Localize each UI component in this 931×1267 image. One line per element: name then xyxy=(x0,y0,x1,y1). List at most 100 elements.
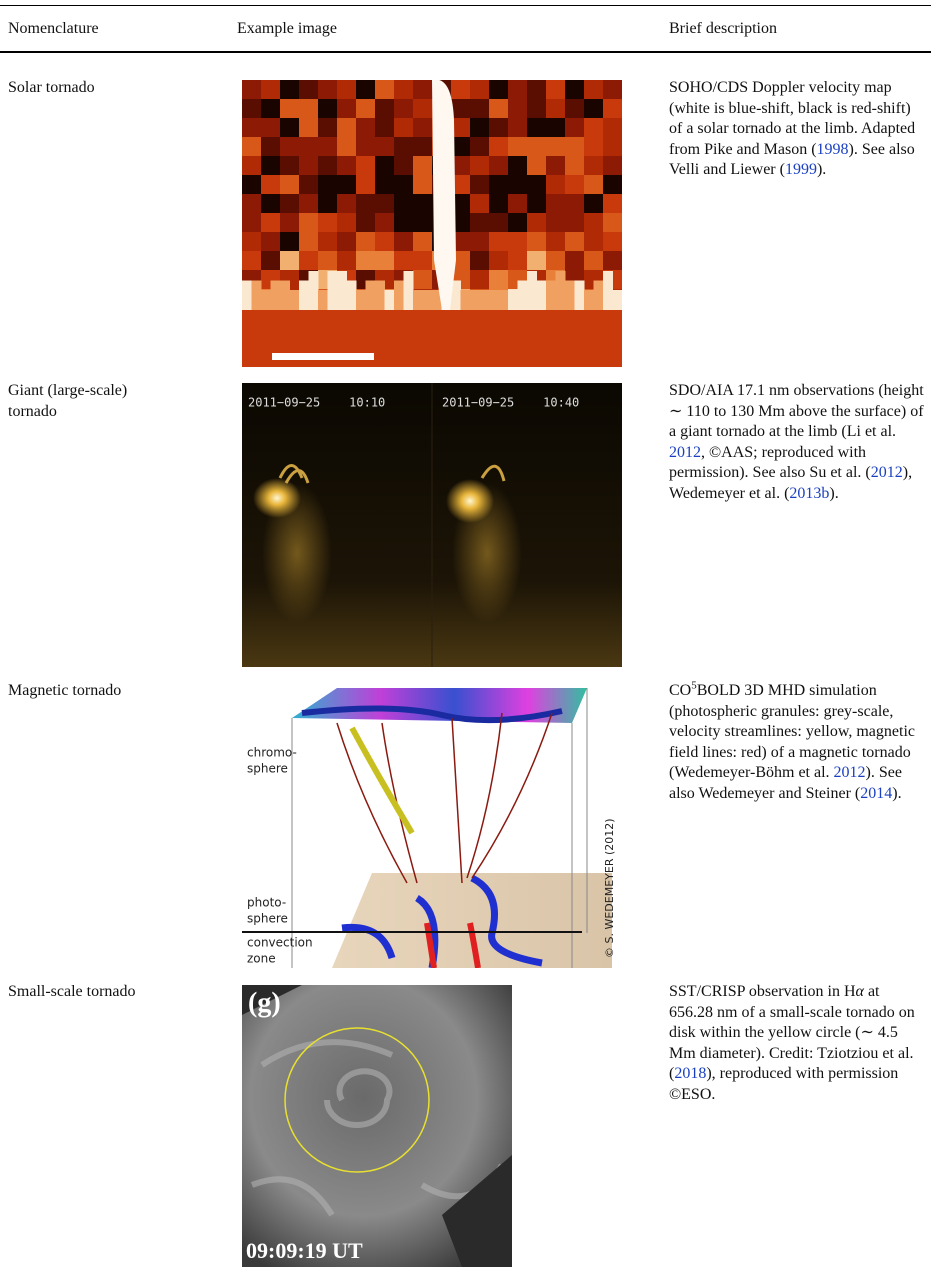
pixel xyxy=(242,251,262,271)
pixel xyxy=(242,194,262,214)
pixel xyxy=(546,156,566,176)
loops xyxy=(278,464,310,484)
pixel xyxy=(546,194,566,214)
pixel xyxy=(508,137,528,157)
text: BOLD 3D MHD simulation (photospheric gra… xyxy=(669,682,915,781)
limb-pixel xyxy=(565,280,575,310)
pixel xyxy=(242,156,262,176)
pixel xyxy=(375,99,395,119)
pixel xyxy=(375,80,395,100)
citation-link: 2012 xyxy=(870,464,903,481)
header: Brief description xyxy=(669,20,777,37)
pixel xyxy=(451,118,471,138)
limb-pixel xyxy=(299,280,309,310)
pixel xyxy=(489,137,509,157)
pixel xyxy=(508,194,528,214)
pixel xyxy=(299,80,319,100)
pixel xyxy=(470,80,490,100)
pixel xyxy=(375,118,395,138)
pixel xyxy=(527,118,547,138)
pixel xyxy=(299,156,319,176)
pixel xyxy=(337,213,357,233)
pixel xyxy=(375,194,395,214)
pixel xyxy=(565,80,585,100)
fibril xyxy=(250,1176,335,1217)
pixel xyxy=(546,213,566,233)
pixel xyxy=(356,80,376,100)
text: SDO/AIA 17.1 nm observations (height ∼ 1… xyxy=(669,382,924,440)
flow xyxy=(301,705,563,724)
citation-link: 2012 xyxy=(669,443,701,461)
pixel xyxy=(356,118,376,138)
limb-pixel xyxy=(527,271,537,310)
bright-core xyxy=(446,479,494,523)
pixel xyxy=(299,99,319,119)
pixel xyxy=(337,118,357,138)
pixel xyxy=(470,270,490,290)
limb-pixel xyxy=(270,280,281,310)
description: SDO/AIA 17.1 nm observations (height ∼ 1… xyxy=(669,381,927,504)
pixel xyxy=(584,251,604,271)
pixel xyxy=(394,99,414,119)
image-label: sphere xyxy=(247,762,288,776)
pixel xyxy=(413,251,433,271)
citation-link: 2018 xyxy=(674,1065,707,1082)
pixel xyxy=(546,137,566,157)
image-label: photo- xyxy=(247,896,286,910)
pixel xyxy=(470,156,490,176)
pixel xyxy=(470,194,490,214)
text: ). See also Velli and Liewer ( xyxy=(669,140,915,179)
pixel xyxy=(565,156,585,176)
nomenclature: Magnetic tornado xyxy=(8,682,122,699)
pixel xyxy=(242,80,262,100)
pixel xyxy=(470,118,490,138)
pixel xyxy=(280,137,300,157)
limb-pixel xyxy=(242,280,252,310)
pixel xyxy=(242,137,262,157)
pixel xyxy=(451,232,471,252)
image-label: sphere xyxy=(247,912,288,926)
pixel xyxy=(565,213,585,233)
pixel xyxy=(280,80,300,100)
limb-pixel xyxy=(574,280,585,310)
header: Nomenclature xyxy=(8,20,99,37)
symbol: α xyxy=(855,983,864,1000)
pixel xyxy=(489,175,509,195)
limb-pixel xyxy=(546,280,556,310)
limb-pixel xyxy=(413,290,423,310)
nomenclature: Solar tornado xyxy=(8,79,95,96)
pixel xyxy=(489,80,509,100)
pixel xyxy=(603,156,622,176)
pixel xyxy=(394,80,414,100)
limb-pixel xyxy=(318,290,328,310)
pixel xyxy=(527,137,547,157)
pixel xyxy=(470,175,490,195)
pixel xyxy=(565,194,585,214)
pixel xyxy=(470,213,490,233)
image-label: chromo- xyxy=(247,746,297,760)
fibril xyxy=(260,1039,394,1068)
limb-pixel xyxy=(308,271,319,310)
pixel xyxy=(280,251,300,271)
pixel xyxy=(527,80,547,100)
pixel xyxy=(356,194,376,214)
pixel xyxy=(299,118,319,138)
pixel xyxy=(318,156,338,176)
mhd-simulation: chromo- sphere photo- sphere convection … xyxy=(242,688,616,968)
pixel xyxy=(394,213,414,233)
pixel xyxy=(603,80,622,100)
image-label: convection xyxy=(247,936,313,950)
pixel xyxy=(318,118,338,138)
pixel xyxy=(337,80,357,100)
pixel xyxy=(527,156,547,176)
limb-pixel xyxy=(261,290,271,310)
limb-pixel xyxy=(394,280,404,310)
limb-pixel xyxy=(337,271,347,310)
pixel xyxy=(584,194,604,214)
copyright: © S. WEDEMEYER (2012) xyxy=(603,818,616,958)
pixel xyxy=(470,137,490,157)
pixel xyxy=(337,194,357,214)
pixel xyxy=(489,194,509,214)
pixel xyxy=(470,99,490,119)
citation-link: 2012 xyxy=(833,764,866,781)
